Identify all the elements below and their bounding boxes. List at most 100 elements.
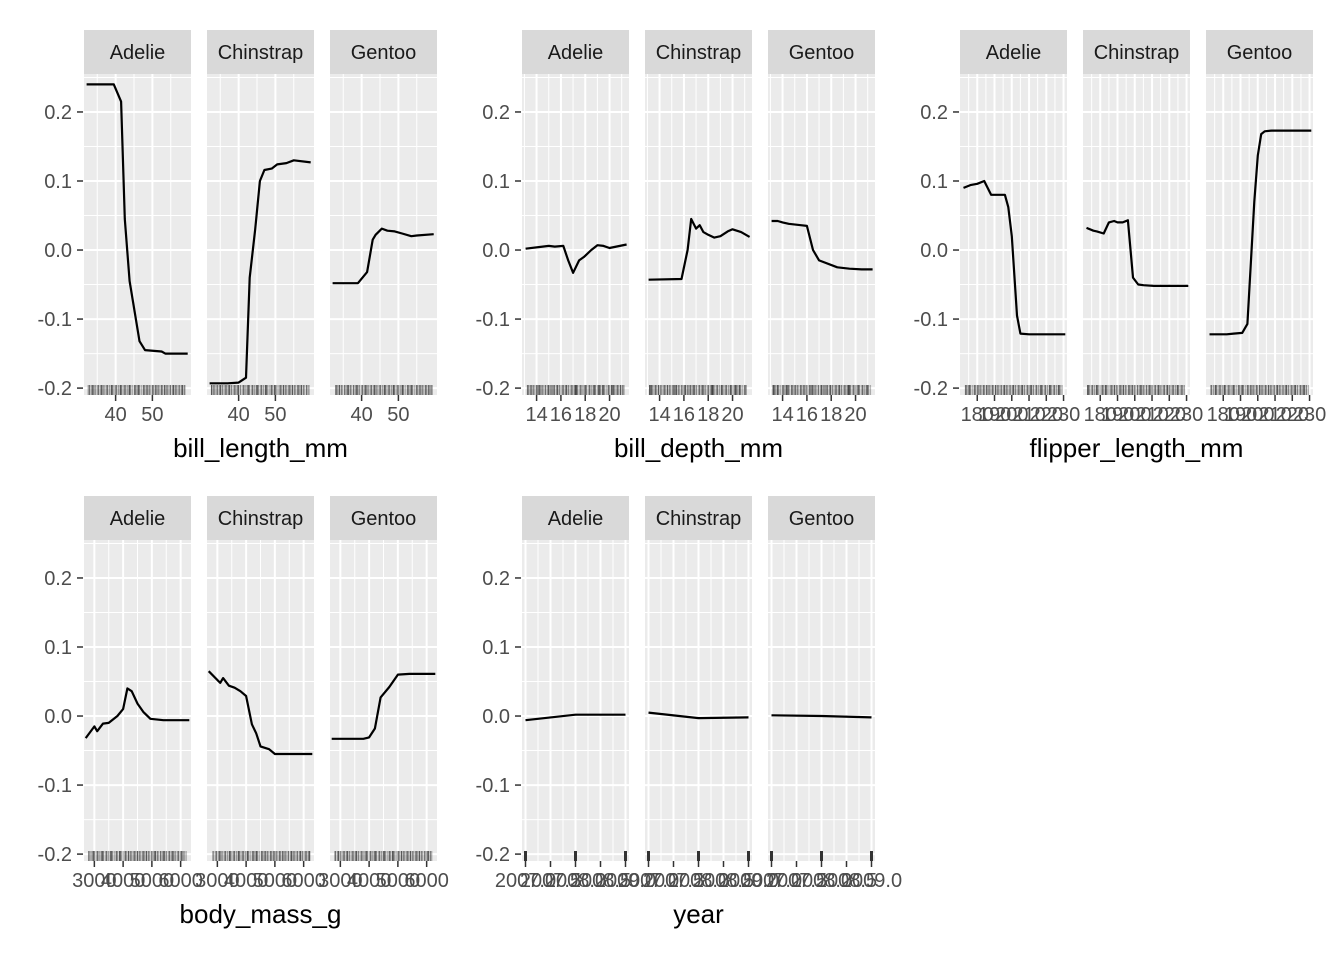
facet-strip-label: Gentoo	[351, 42, 417, 64]
y-tick-label: -0.2	[38, 844, 72, 866]
y-tick-label: -0.2	[476, 844, 510, 866]
facet-strip	[207, 496, 314, 540]
facet-panel-gentoo: Gentoo 14 16 18 20	[768, 30, 875, 426]
facet-strip-label: Adelie	[110, 508, 166, 530]
x-tick-label: 14	[525, 404, 547, 426]
facet-strip-label: Adelie	[548, 508, 604, 530]
facet-panel-chinstrap: Chinstrap 40 50	[207, 30, 314, 426]
x-tick-label: 50	[387, 404, 409, 426]
x-tick-label: 200	[1241, 404, 1274, 426]
pdp-line-chinstrap	[648, 217, 751, 281]
y-tick-label: -0.1	[38, 309, 72, 331]
plot-body_mass_g: -0.2-0.10.00.10.2Adelie3000400050006000C…	[38, 496, 449, 929]
x-tick-label: 40	[227, 404, 249, 426]
y-tick-label: -0.1	[476, 775, 510, 797]
pdp-line-gentoo	[332, 227, 434, 285]
pdp-line-gentoo	[1209, 129, 1312, 336]
panel-background	[1206, 74, 1313, 395]
y-tick-label: 0.0	[44, 240, 72, 262]
facet-strip-label: Chinstrap	[218, 508, 304, 530]
x-tick-label: 230	[1047, 404, 1080, 426]
x-tick-label: 16	[796, 404, 818, 426]
facet-strip	[522, 30, 629, 74]
y-tick-label: 0.0	[482, 240, 510, 262]
x-tick-label: 200	[995, 404, 1028, 426]
x-tick-label: 40	[104, 404, 126, 426]
facet-strip	[330, 30, 437, 74]
facet-strip-label: Gentoo	[351, 508, 417, 530]
pdp-line-chinstrap	[1086, 219, 1189, 287]
x-tick-label: 2007.0	[741, 870, 802, 892]
x-tick-label: 2007.5	[643, 870, 704, 892]
x-tick-label: 2009.0	[841, 870, 902, 892]
x-tick-label: 50	[264, 404, 286, 426]
facet-strip-label: Adelie	[986, 42, 1042, 64]
x-tick-label: 5000	[130, 870, 175, 892]
x-tick-label: 18	[697, 404, 719, 426]
x-tick-label: 2008.5	[570, 870, 631, 892]
x-tick-label: 4000	[101, 870, 146, 892]
y-tick-label: -0.1	[914, 309, 948, 331]
x-tick-label: 230	[1170, 404, 1203, 426]
y-tick-label: 0.1	[920, 171, 948, 193]
facet-strip	[1083, 30, 1190, 74]
facet-strip-label: Chinstrap	[656, 42, 742, 64]
y-tick-label: -0.1	[38, 775, 72, 797]
panel-background	[960, 74, 1067, 395]
pdp-line-gentoo	[771, 219, 873, 271]
y-tick-label: 0.2	[44, 102, 72, 124]
x-tick-label: 220	[1153, 404, 1186, 426]
facet-panel-adelie: Adelie 40 50	[84, 30, 191, 426]
pdp-line-chinstrap	[648, 711, 749, 720]
facet-panel-chinstrap: Chinstrap 14 16 18 20	[645, 30, 752, 426]
x-tick-label: 210	[1012, 404, 1045, 426]
x-tick-label: 5000	[253, 870, 298, 892]
x-tick-label: 2009.0	[595, 870, 656, 892]
x-tick-label: 2007.5	[520, 870, 581, 892]
y-tick-label: -0.2	[914, 378, 948, 400]
x-axis-title: body_mass_g	[180, 899, 342, 929]
y-tick-label: 0.1	[482, 637, 510, 659]
facet-strip	[522, 496, 629, 540]
x-tick-label: 230	[1293, 404, 1326, 426]
x-tick-label: 2008.0	[668, 870, 729, 892]
facet-strip	[645, 30, 752, 74]
facet-strip	[1206, 30, 1313, 74]
y-tick-label: 0.2	[920, 102, 948, 124]
pdp-line-adelie	[525, 713, 626, 722]
x-tick-label: 4000	[347, 870, 392, 892]
facet-strip-label: Chinstrap	[1094, 42, 1180, 64]
pdp-line-chinstrap	[209, 159, 311, 385]
x-tick-label: 190	[1101, 404, 1134, 426]
x-axis-title: flipper_length_mm	[1030, 433, 1244, 463]
y-tick-label: 0.1	[482, 171, 510, 193]
x-tick-label: 4000	[224, 870, 269, 892]
facet-panel-adelie: Adelie 14 16 18 20	[522, 30, 629, 426]
facet-strip	[768, 496, 875, 540]
pdp-line-gentoo	[771, 714, 872, 719]
x-tick-label: 5000	[376, 870, 421, 892]
x-tick-label: 210	[1135, 404, 1168, 426]
x-tick-label: 2007.0	[495, 870, 556, 892]
panel-background	[84, 74, 191, 395]
x-tick-label: 180	[1207, 404, 1240, 426]
x-tick-label: 18	[574, 404, 596, 426]
x-tick-label: 14	[648, 404, 670, 426]
x-tick-label: 20	[721, 404, 743, 426]
plot-flipper_length_mm: -0.2-0.10.00.10.2Adelie18019020021022023…	[914, 30, 1326, 463]
pdp-line-adelie	[84, 687, 190, 739]
x-tick-label: 14	[771, 404, 793, 426]
y-tick-label: 0.0	[44, 706, 72, 728]
panel-background	[1083, 74, 1190, 395]
y-tick-label: -0.1	[476, 309, 510, 331]
x-tick-label: 3000	[318, 870, 363, 892]
